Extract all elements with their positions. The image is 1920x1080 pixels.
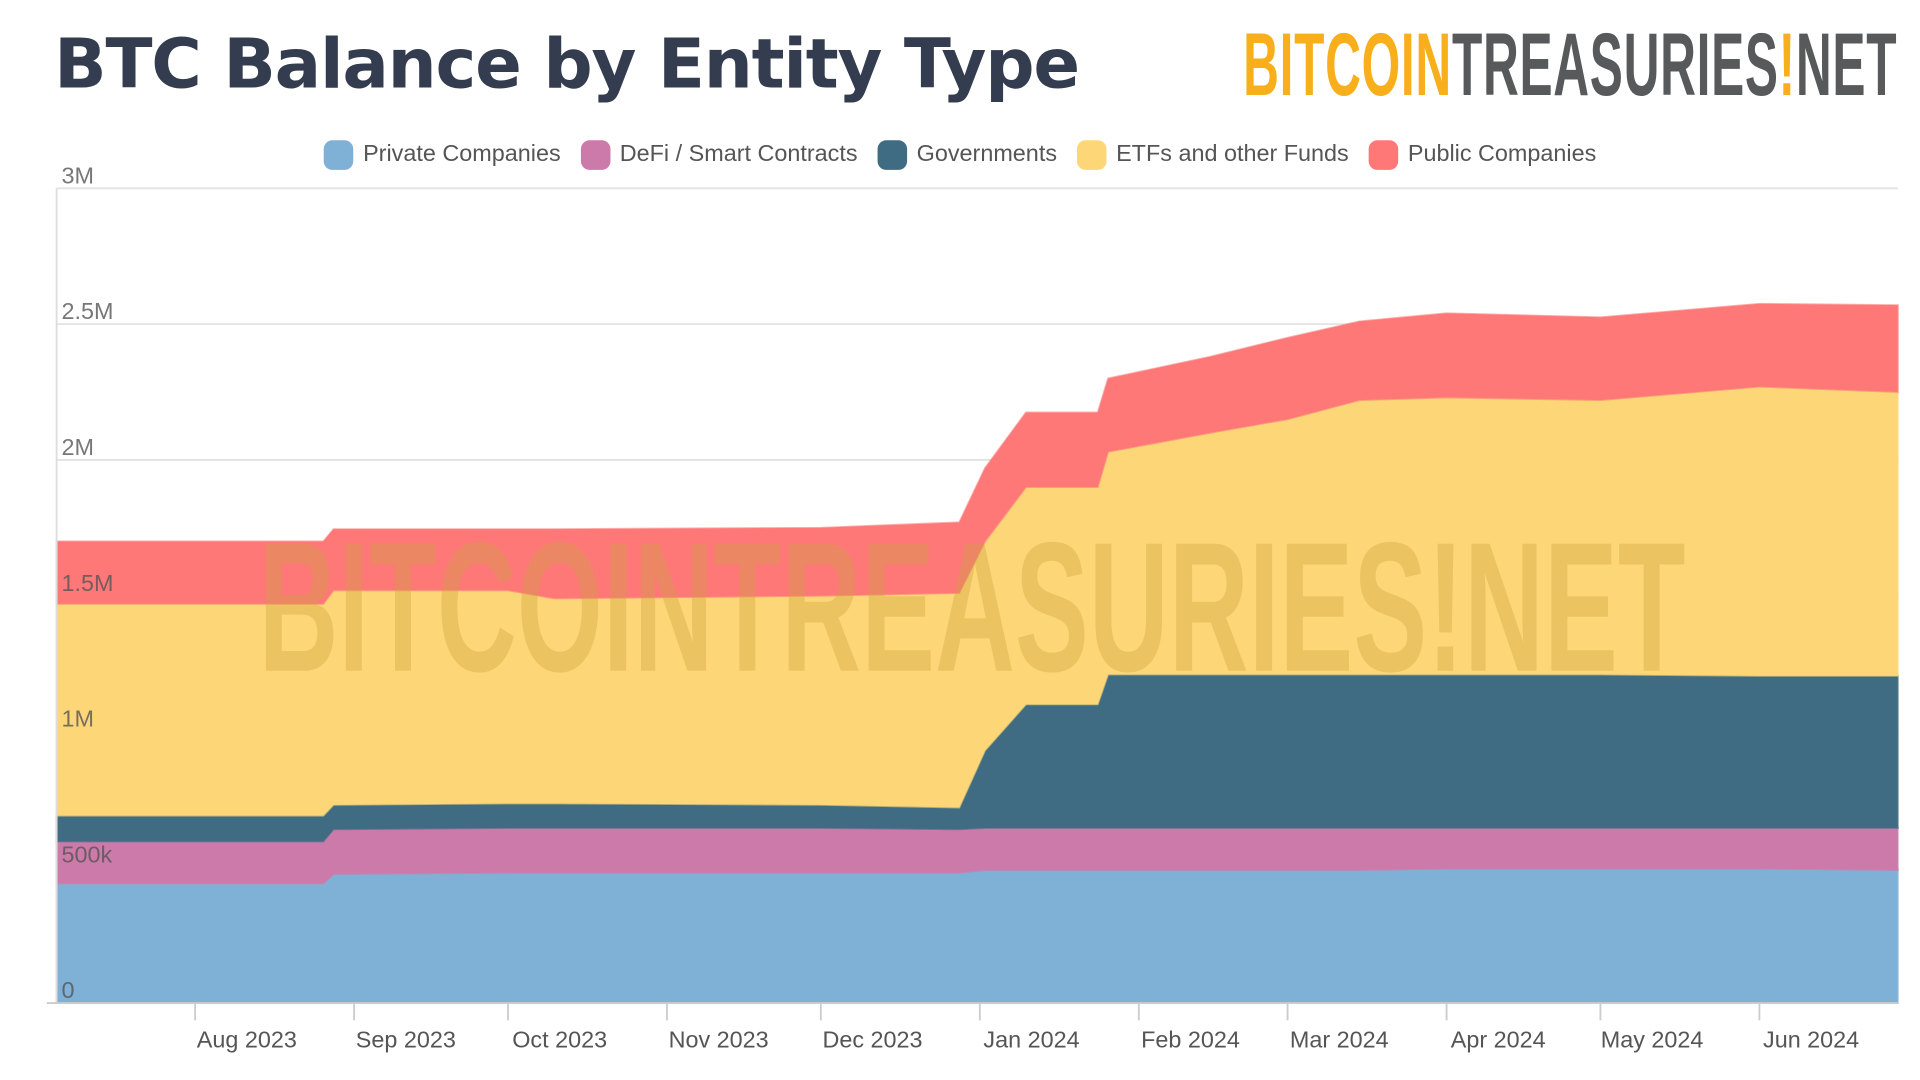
x-tick-label: Aug 2023 xyxy=(197,1026,297,1052)
x-tick-label: Jan 2024 xyxy=(983,1026,1079,1052)
legend-item[interactable]: Private Companies xyxy=(323,140,561,170)
legend-swatch xyxy=(323,140,354,170)
legend-label: Public Companies xyxy=(1407,141,1597,168)
x-tick-label: May 2024 xyxy=(1601,1026,1704,1052)
y-tick-label: 1M xyxy=(62,706,94,732)
legend-label: Private Companies xyxy=(363,141,561,168)
y-tick-label: 3M xyxy=(62,162,94,188)
area-public-companies xyxy=(55,302,1899,605)
x-tick-label: Nov 2023 xyxy=(669,1026,769,1052)
brand-logo: BITCOINTREASURIES!NET xyxy=(1243,16,1898,115)
legend-swatch xyxy=(1076,140,1107,170)
x-tick-label: Oct 2023 xyxy=(512,1026,607,1052)
x-tick-label: Jun 2024 xyxy=(1763,1026,1859,1052)
legend-swatch xyxy=(877,140,907,170)
legend-item[interactable]: Governments xyxy=(877,140,1057,170)
watermark: BITCOINTREASURIES!NET xyxy=(258,504,1685,711)
page-title: BTC Balance by Entity Type xyxy=(54,24,1080,105)
x-tick-label: Feb 2024 xyxy=(1141,1026,1240,1052)
x-tick-label: Sep 2023 xyxy=(356,1026,456,1052)
legend-item[interactable]: ETFs and other Funds xyxy=(1076,140,1349,170)
chart-legend: Private Companies DeFi / Smart Contracts G… xyxy=(0,140,1920,170)
x-tick-label: Apr 2024 xyxy=(1451,1026,1546,1052)
legend-swatch xyxy=(580,140,610,170)
y-tick-label: 500k xyxy=(62,841,113,867)
y-tick-label: 1.5M xyxy=(62,570,114,596)
legend-swatch xyxy=(1368,140,1398,170)
area-private-companies xyxy=(55,867,1899,1005)
legend-label: Governments xyxy=(916,141,1058,168)
x-tick-label: Dec 2023 xyxy=(822,1026,922,1052)
legend-item[interactable]: DeFi / Smart Contracts xyxy=(580,140,858,170)
legend-item[interactable]: Public Companies xyxy=(1368,140,1596,170)
legend-label: ETFs and other Funds xyxy=(1116,141,1349,168)
y-tick-label: 2M xyxy=(62,434,94,460)
x-tick-label: Mar 2024 xyxy=(1290,1026,1389,1052)
y-tick-label: 2.5M xyxy=(62,298,114,324)
legend-label: DeFi / Smart Contracts xyxy=(619,141,858,168)
y-tick-label: 0 xyxy=(62,977,75,1003)
